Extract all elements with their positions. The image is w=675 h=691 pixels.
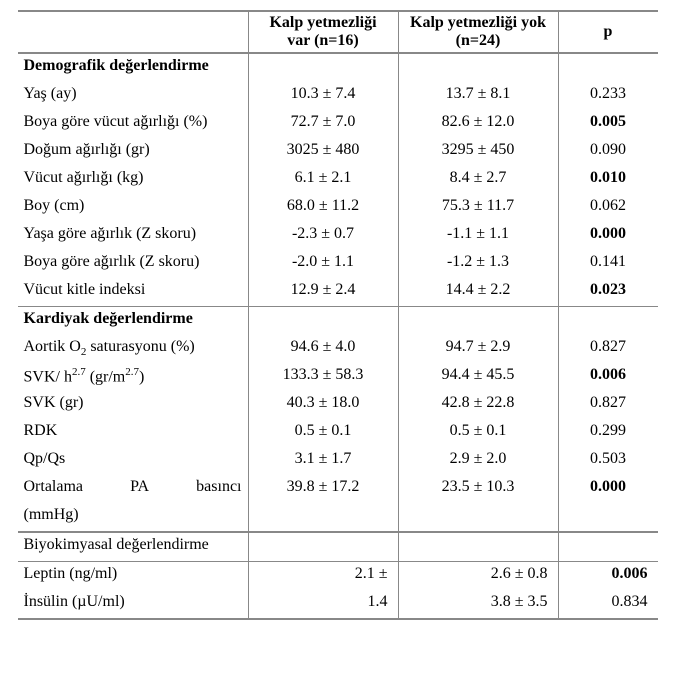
table-row-opa-line2: (mmHg) xyxy=(18,503,658,531)
table-row: SVK (gr) 40.3 ± 18.0 42.8 ± 22.8 0.827 xyxy=(18,391,658,419)
row-val-b: 8.4 ± 2.7 xyxy=(398,166,558,194)
row-label: İnsülin (µU/ml) xyxy=(18,590,248,618)
header-label-blank xyxy=(18,12,248,52)
row-val-a: 3.1 ± 1.7 xyxy=(248,447,398,475)
table-row: Aortik O2 saturasyonu (%) 94.6 ± 4.0 94.… xyxy=(18,335,658,363)
row-label: Leptin (ng/ml) xyxy=(18,562,248,590)
row-label: Boy (cm) xyxy=(18,194,248,222)
header-col-p: p xyxy=(558,12,658,52)
row-val-b: 94.7 ± 2.9 xyxy=(398,335,558,363)
comparison-table: Kalp yetmezliği var (n=16) Kalp yetmezli… xyxy=(18,10,658,620)
header-col-a-line1: Kalp yetmezliği xyxy=(255,14,392,32)
table-row: Yaş (ay) 10.3 ± 7.4 13.7 ± 8.1 0.233 xyxy=(18,82,658,110)
row-val-b: 13.7 ± 8.1 xyxy=(398,82,558,110)
table-row: Leptin (ng/ml) 2.1 ± 2.6 ± 0.8 0.006 xyxy=(18,562,658,590)
row-val-b: 3295 ± 450 xyxy=(398,138,558,166)
row-val-a: 133.3 ± 58.3 xyxy=(248,363,398,391)
row-val-b: 23.5 ± 10.3 xyxy=(398,475,558,503)
table-header-row: Kalp yetmezliği var (n=16) Kalp yetmezli… xyxy=(18,12,658,54)
row-val-a: 72.7 ± 7.0 xyxy=(248,110,398,138)
header-col-p-label: p xyxy=(565,23,652,41)
row-val-b: 82.6 ± 12.0 xyxy=(398,110,558,138)
row-val-p: 0.023 xyxy=(558,278,658,306)
section-demografik-label: Demografik değerlendirme xyxy=(18,54,248,82)
row-val-a: 1.4 xyxy=(248,590,398,618)
table-row: RDK 0.5 ± 0.1 0.5 ± 0.1 0.299 xyxy=(18,419,658,447)
row-val-a: 39.8 ± 17.2 xyxy=(248,475,398,503)
row-label-svkr: SVK/ h2.7 (gr/m2.7) xyxy=(18,363,248,391)
table-row: Vücut kitle indeksi 12.9 ± 2.4 14.4 ± 2.… xyxy=(18,278,658,306)
header-col-a-line2: var (n=16) xyxy=(255,32,392,50)
row-val-b: 2.9 ± 2.0 xyxy=(398,447,558,475)
row-label-opa2: (mmHg) xyxy=(18,503,248,531)
row-val-a: 10.3 ± 7.4 xyxy=(248,82,398,110)
section-kardiyak-label: Kardiyak değerlendirme xyxy=(18,307,248,335)
row-val-b: 3.8 ± 3.5 xyxy=(398,590,558,618)
table-row: Vücut ağırlığı (kg) 6.1 ± 2.1 8.4 ± 2.7 … xyxy=(18,166,658,194)
table-row: Boya göre vücut ağırlığı (%) 72.7 ± 7.0 … xyxy=(18,110,658,138)
row-val-b: -1.1 ± 1.1 xyxy=(398,222,558,250)
row-val-b: 94.4 ± 45.5 xyxy=(398,363,558,391)
row-val-b: 0.5 ± 0.1 xyxy=(398,419,558,447)
row-val-p: 0.503 xyxy=(558,447,658,475)
row-val-a: -2.0 ± 1.1 xyxy=(248,250,398,278)
row-label: Yaş (ay) xyxy=(18,82,248,110)
row-val-p: 0.834 xyxy=(558,590,658,618)
section-kardiyak: Kardiyak değerlendirme xyxy=(18,306,658,335)
row-label: SVK (gr) xyxy=(18,391,248,419)
row-val-p: 0.299 xyxy=(558,419,658,447)
header-col-a: Kalp yetmezliği var (n=16) xyxy=(248,12,398,52)
row-val-a: 3025 ± 480 xyxy=(248,138,398,166)
row-val-a: 94.6 ± 4.0 xyxy=(248,335,398,363)
row-val-a: 6.1 ± 2.1 xyxy=(248,166,398,194)
row-label: Yaşa göre ağırlık (Z skoru) xyxy=(18,222,248,250)
row-val-p: 0.062 xyxy=(558,194,658,222)
section-biyokimyasal-label: Biyokimyasal değerlendirme xyxy=(18,533,248,561)
row-val-a: 40.3 ± 18.0 xyxy=(248,391,398,419)
header-col-b-line2: (n=24) xyxy=(405,32,552,50)
row-val-a: 0.5 ± 0.1 xyxy=(248,419,398,447)
row-label: Vücut ağırlığı (kg) xyxy=(18,166,248,194)
table-row: Qp/Qs 3.1 ± 1.7 2.9 ± 2.0 0.503 xyxy=(18,447,658,475)
row-val-a: 68.0 ± 11.2 xyxy=(248,194,398,222)
table-row: Boy (cm) 68.0 ± 11.2 75.3 ± 11.7 0.062 xyxy=(18,194,658,222)
row-val-p: 0.827 xyxy=(558,391,658,419)
row-label: Qp/Qs xyxy=(18,447,248,475)
row-val-p: 0.010 xyxy=(558,166,658,194)
header-col-b: Kalp yetmezliği yok (n=24) xyxy=(398,12,558,52)
row-label: Vücut kitle indeksi xyxy=(18,278,248,306)
row-val-b: 14.4 ± 2.2 xyxy=(398,278,558,306)
section-biyokimyasal: Biyokimyasal değerlendirme xyxy=(18,531,658,562)
row-val-b: -1.2 ± 1.3 xyxy=(398,250,558,278)
section-demografik: Demografik değerlendirme xyxy=(18,54,658,82)
row-label: Boya göre ağırlık (Z skoru) xyxy=(18,250,248,278)
row-label: Boya göre vücut ağırlığı (%) xyxy=(18,110,248,138)
table-row: SVK/ h2.7 (gr/m2.7) 133.3 ± 58.3 94.4 ± … xyxy=(18,363,658,391)
row-val-b: 42.8 ± 22.8 xyxy=(398,391,558,419)
row-val-a: 12.9 ± 2.4 xyxy=(248,278,398,306)
table-row: Yaşa göre ağırlık (Z skoru) -2.3 ± 0.7 -… xyxy=(18,222,658,250)
row-val-a: 2.1 ± xyxy=(248,562,398,590)
row-val-p: 0.006 xyxy=(558,363,658,391)
row-val-p: 0.141 xyxy=(558,250,658,278)
row-val-b: 2.6 ± 0.8 xyxy=(398,562,558,590)
row-val-p: 0.005 xyxy=(558,110,658,138)
row-val-b: 75.3 ± 11.7 xyxy=(398,194,558,222)
table-row: Ortalama PA basıncı 39.8 ± 17.2 23.5 ± 1… xyxy=(18,475,658,503)
row-val-p: 0.233 xyxy=(558,82,658,110)
row-val-p: 0.000 xyxy=(558,475,658,503)
row-label-ao2: Aortik O2 saturasyonu (%) xyxy=(18,335,248,363)
row-label: Doğum ağırlığı (gr) xyxy=(18,138,248,166)
row-label: RDK xyxy=(18,419,248,447)
row-label-opa: Ortalama PA basıncı xyxy=(18,475,248,503)
row-val-p: 0.827 xyxy=(558,335,658,363)
row-val-p: 0.090 xyxy=(558,138,658,166)
table-row: Doğum ağırlığı (gr) 3025 ± 480 3295 ± 45… xyxy=(18,138,658,166)
row-val-p: 0.000 xyxy=(558,222,658,250)
row-val-p: 0.006 xyxy=(558,562,658,590)
header-col-b-line1: Kalp yetmezliği yok xyxy=(405,14,552,32)
row-val-a: -2.3 ± 0.7 xyxy=(248,222,398,250)
table-row: İnsülin (µU/ml) 1.4 3.8 ± 3.5 0.834 xyxy=(18,590,658,618)
table-row: Boya göre ağırlık (Z skoru) -2.0 ± 1.1 -… xyxy=(18,250,658,278)
